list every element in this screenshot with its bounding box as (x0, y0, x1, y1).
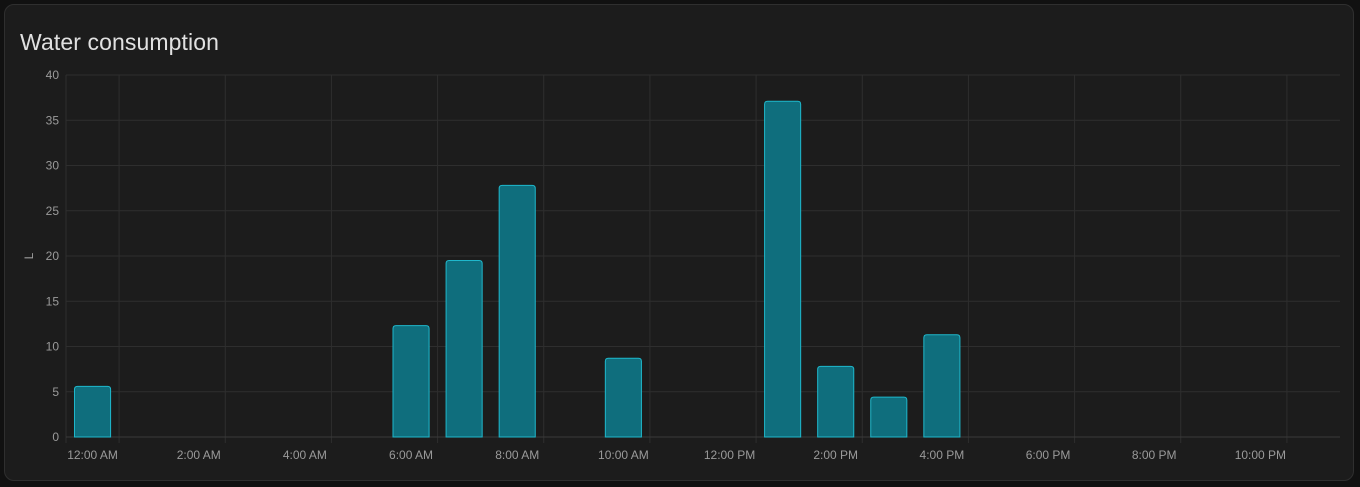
y-tick-label: 20 (46, 249, 60, 263)
y-axis-title: L (22, 252, 36, 259)
y-tick-label: 10 (46, 340, 60, 354)
y-axis-ticks: 0 5 10 15 20 25 30 35 40 (46, 68, 60, 444)
x-tick-label: 12:00 PM (704, 448, 755, 462)
y-tick-label: 30 (46, 159, 60, 173)
y-tick-label: 5 (52, 385, 59, 399)
bar[interactable] (817, 365, 855, 438)
x-tick-label: 4:00 AM (283, 448, 327, 462)
water-consumption-card: Water consumption 0 5 10 15 20 25 30 35 40 12:00… (4, 4, 1354, 481)
bar[interactable] (498, 184, 536, 438)
bar[interactable] (73, 385, 112, 438)
x-tick-label: 4:00 PM (920, 448, 965, 462)
bar[interactable] (870, 396, 908, 438)
x-tick-label: 10:00 PM (1235, 448, 1286, 462)
y-tick-label: 25 (46, 204, 60, 218)
x-tick-label: 2:00 AM (177, 448, 221, 462)
y-tick-label: 15 (46, 294, 60, 308)
x-tick-label: 8:00 PM (1132, 448, 1177, 462)
y-tick-label: 40 (46, 68, 60, 82)
x-axis-ticks: 12:00 AM 2:00 AM 4:00 AM 6:00 AM 8:00 AM 10:0… (67, 448, 1286, 462)
card-title: Water consumption (20, 29, 219, 55)
x-tick-label: 12:00 AM (67, 448, 118, 462)
bar[interactable] (764, 100, 802, 438)
bar[interactable] (445, 260, 483, 438)
water-consumption-bar-chart: 0 5 10 15 20 25 30 35 40 12:00 AM 2:00 AM 4:00 AM 6… (22, 68, 1340, 462)
grid-lines (65, 74, 1340, 443)
bar[interactable] (392, 325, 430, 438)
bar[interactable] (604, 357, 642, 438)
x-tick-label: 2:00 PM (813, 448, 858, 462)
bars (73, 100, 961, 438)
y-tick-label: 0 (52, 430, 59, 444)
x-tick-label: 8:00 AM (495, 448, 539, 462)
x-tick-label: 6:00 PM (1026, 448, 1071, 462)
bar[interactable] (923, 334, 961, 438)
x-tick-label: 6:00 AM (389, 448, 433, 462)
y-tick-label: 35 (46, 113, 60, 127)
x-tick-label: 10:00 AM (598, 448, 649, 462)
